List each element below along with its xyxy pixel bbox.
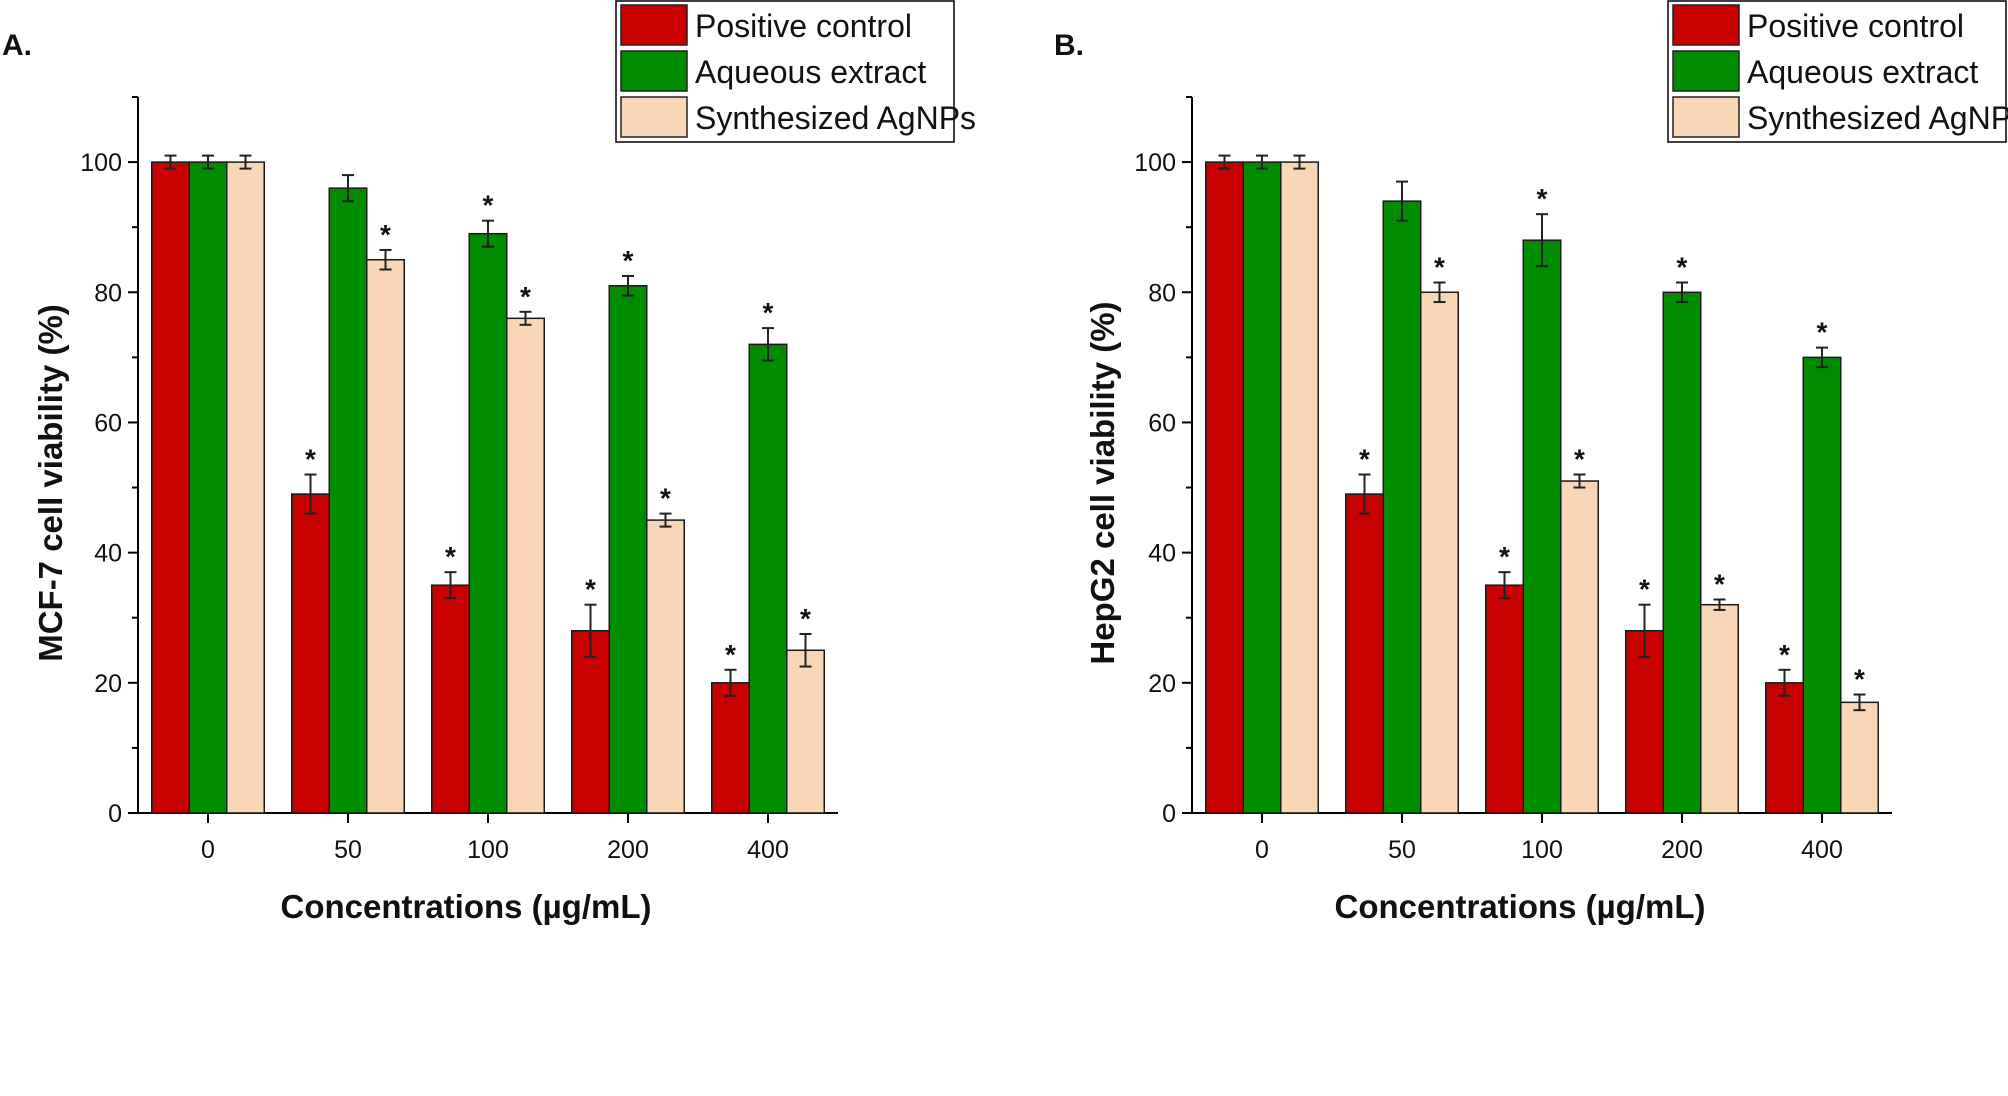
y-tick-label: 40 — [94, 540, 122, 568]
bar — [1205, 161, 1244, 814]
bar — [1420, 291, 1459, 814]
legend: Positive control Aqueous extract Synthesiz… — [1667, 0, 2008, 143]
significance-marker: * — [1714, 569, 1725, 600]
x-tick-label: 100 — [467, 836, 509, 864]
bar — [711, 682, 750, 814]
bar — [786, 649, 825, 814]
x-tick-label: 50 — [1388, 836, 1416, 864]
y-tick-label: 0 — [1162, 800, 1176, 828]
y-axis-title: HepG2 cell viability (%) — [1084, 301, 1121, 664]
significance-marker: * — [763, 297, 774, 328]
bar — [1700, 603, 1739, 814]
bar — [328, 187, 368, 814]
y-tick-label: 100 — [1134, 149, 1176, 177]
bar — [1840, 701, 1879, 814]
x-tick-label: 0 — [201, 836, 215, 864]
significance-marker: * — [725, 639, 736, 670]
bar — [431, 584, 470, 814]
y-tick-label: 20 — [94, 670, 122, 698]
panel-b: B. 0 20 40 60 80 100 0 50 * * 100 * * * 200 * * * 400 * * * Hep… — [1054, 0, 2008, 925]
significance-marker: * — [1817, 317, 1828, 348]
bar — [1662, 291, 1702, 814]
x-tick-label: 200 — [607, 836, 649, 864]
bar — [1625, 629, 1664, 814]
significance-marker: * — [623, 245, 634, 276]
legend-label: Synthesized AgNPs — [695, 100, 976, 136]
panel-label: A. — [2, 29, 32, 62]
significance-marker: * — [1639, 574, 1650, 605]
bar — [366, 258, 405, 814]
bar — [226, 161, 265, 814]
bar — [1485, 584, 1524, 814]
legend-label: Aqueous extract — [1747, 54, 1978, 90]
x-tick-label: 0 — [1255, 836, 1269, 864]
significance-marker: * — [1677, 252, 1688, 283]
legend-label: Positive control — [1747, 8, 1964, 44]
bar — [1802, 356, 1842, 814]
significance-marker: * — [660, 483, 671, 514]
significance-marker: * — [520, 281, 531, 312]
panel-a: A. 0 20 40 60 80 100 0 50 * * 100 * * * 200 * * * 400 * * * MCF… — [2, 0, 976, 925]
y-axis-title: MCF-7 cell viability (%) — [32, 304, 69, 662]
y-tick-label: 100 — [80, 149, 122, 177]
legend-swatch — [620, 50, 688, 92]
bar — [1280, 161, 1319, 814]
significance-marker: * — [1854, 664, 1865, 695]
x-tick-label: 100 — [1521, 836, 1563, 864]
bar — [748, 343, 788, 814]
significance-marker: * — [1779, 639, 1790, 670]
significance-marker: * — [483, 190, 494, 221]
legend-label: Aqueous extract — [695, 54, 926, 90]
bar — [188, 161, 228, 814]
bar — [646, 519, 685, 814]
y-tick-label: 60 — [94, 409, 122, 437]
legend-swatch — [1672, 4, 1740, 46]
bar — [1242, 161, 1282, 814]
y-tick-label: 20 — [1148, 670, 1176, 698]
significance-marker: * — [445, 541, 456, 572]
x-tick-label: 400 — [747, 836, 789, 864]
bar — [571, 629, 610, 814]
bar — [1522, 239, 1562, 814]
significance-marker: * — [1359, 444, 1370, 475]
x-axis-title: Concentrations (µg/mL) — [1334, 888, 1705, 925]
bar — [468, 232, 508, 814]
bar — [151, 161, 190, 814]
panel-label: B. — [1054, 29, 1084, 62]
significance-marker: * — [800, 603, 811, 634]
significance-marker: * — [1574, 444, 1585, 475]
legend-label: Synthesized AgNPs — [1747, 100, 2008, 136]
significance-marker: * — [585, 574, 596, 605]
y-tick-label: 80 — [94, 279, 122, 307]
bar — [608, 285, 648, 814]
y-tick-label: 0 — [108, 800, 122, 828]
bar — [1560, 480, 1599, 814]
significance-marker: * — [1499, 541, 1510, 572]
bar — [291, 493, 330, 814]
significance-marker: * — [380, 219, 391, 250]
legend-label: Positive control — [695, 8, 912, 44]
bar — [1765, 682, 1804, 814]
y-tick-label: 60 — [1148, 409, 1176, 437]
legend: Positive control Aqueous extract Synthesiz… — [615, 0, 976, 143]
bar — [506, 317, 545, 814]
x-tick-label: 50 — [334, 836, 362, 864]
legend-swatch — [620, 4, 688, 46]
legend-swatch — [620, 96, 688, 138]
y-tick-label: 80 — [1148, 279, 1176, 307]
x-tick-label: 200 — [1661, 836, 1703, 864]
bar — [1345, 493, 1384, 814]
legend-swatch — [1672, 50, 1740, 92]
significance-marker: * — [1434, 252, 1445, 283]
x-tick-label: 400 — [1801, 836, 1843, 864]
bar — [1382, 200, 1422, 814]
x-axis-title: Concentrations (µg/mL) — [280, 888, 651, 925]
significance-marker: * — [1537, 183, 1548, 214]
significance-marker: * — [305, 444, 316, 475]
y-tick-label: 40 — [1148, 540, 1176, 568]
legend-swatch — [1672, 96, 1740, 138]
